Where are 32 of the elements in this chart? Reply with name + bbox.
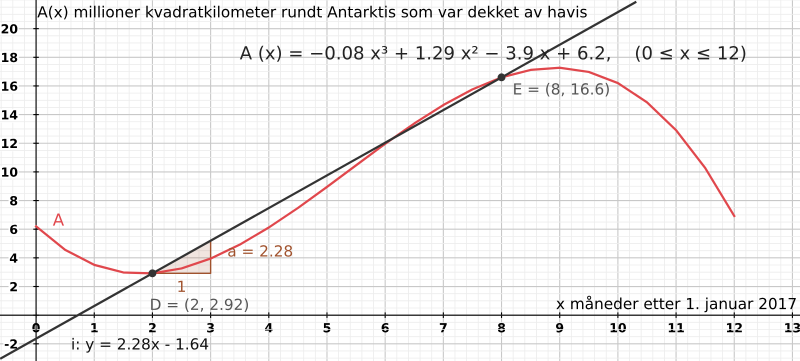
y-tick-label: 4 (10, 253, 18, 263)
annotation: a = 2.28 (228, 245, 292, 257)
x-tick-label: 5 (324, 323, 330, 332)
y-tick-label: 18 (2, 52, 18, 62)
x-tick-label: 1 (91, 323, 98, 332)
x-tick-label: 8 (498, 323, 506, 332)
x-tick-label: 2 (149, 323, 156, 332)
annotation: D = (2, 2.92) (151, 298, 248, 312)
x-axis-title: x måneder etter 1. januar 2017 (556, 296, 796, 312)
x-tick-label: 3 (207, 323, 214, 332)
x-tick-label: 11 (668, 323, 684, 332)
x-tick-label: 4 (265, 323, 273, 332)
y-tick-label: 6 (10, 224, 18, 234)
x-tick-label: 10 (610, 323, 626, 332)
annotation: E = (8, 16.6) (514, 82, 609, 97)
series-label: A (52, 214, 64, 226)
x-tick-label: 7 (440, 323, 447, 332)
annotation: i: y = 2.28x - 1.64 (72, 338, 208, 353)
y-tick-label: 20 (2, 24, 18, 34)
y-tick-label: 14 (2, 110, 18, 120)
y-tick-label: 16 (2, 81, 18, 91)
x-tick-label: 9 (556, 323, 564, 332)
x-tick-label: 12 (726, 323, 742, 332)
y-tick-label: 10 (2, 167, 18, 177)
annotation: 1 (178, 280, 185, 292)
y-tick-label: 12 (2, 138, 17, 148)
y-tick-label: -2 (4, 339, 17, 349)
chart-title: A(x) millioner kvadratkilometer rundt Antarktis som var dekket av havis (37, 6, 587, 20)
x-tick-label: 13 (785, 323, 800, 332)
y-tick-label: 2 (10, 282, 17, 292)
y-tick-label: 8 (10, 196, 18, 206)
x-tick-label: 6 (382, 323, 389, 332)
